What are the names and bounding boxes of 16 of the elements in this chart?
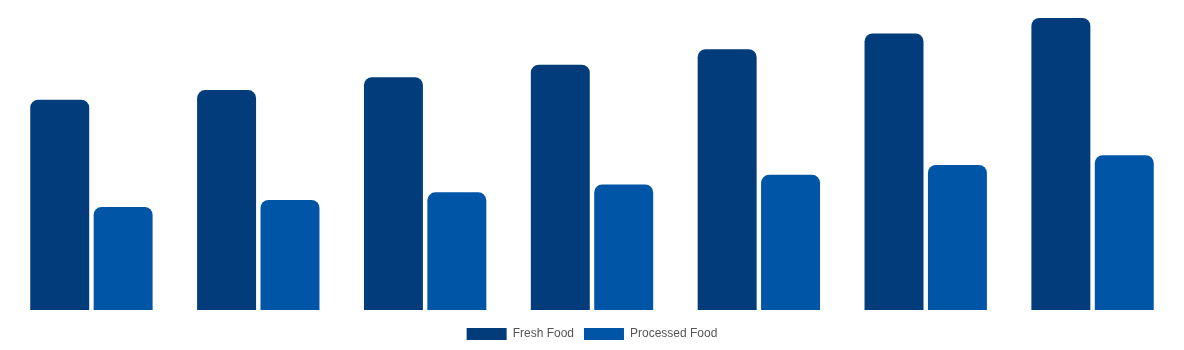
bar — [697, 49, 757, 310]
bar — [260, 199, 320, 310]
bar — [93, 206, 153, 310]
bar — [761, 174, 821, 310]
legend-label: Fresh Food — [512, 326, 574, 341]
bar — [594, 184, 654, 310]
bar — [427, 192, 487, 310]
bar — [1094, 155, 1154, 310]
bar — [1031, 18, 1091, 310]
bar — [363, 77, 423, 310]
bar — [927, 164, 987, 310]
bar — [864, 33, 924, 310]
bar — [30, 99, 90, 310]
bar — [197, 90, 257, 310]
legend-label: Processed Food — [629, 326, 718, 341]
bar — [530, 64, 590, 310]
